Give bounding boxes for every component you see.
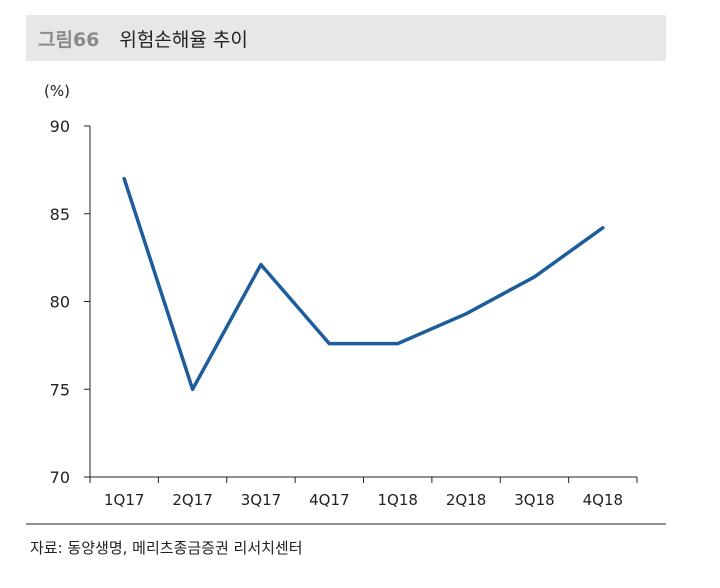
data-point xyxy=(327,342,331,346)
x-tick-label: 1Q18 xyxy=(377,491,417,509)
x-tick-label: 4Q18 xyxy=(583,491,623,509)
data-point xyxy=(601,226,605,230)
y-tick-label: 80 xyxy=(50,293,70,312)
x-tick-label: 4Q17 xyxy=(309,491,349,509)
figure-title: 위험손해율 추이 xyxy=(119,28,248,51)
figure-header: 그림66 위험손해율 추이 xyxy=(26,15,666,61)
x-tick-label: 3Q18 xyxy=(514,491,554,509)
x-tick-label: 1Q17 xyxy=(104,491,144,509)
y-tick-label: 70 xyxy=(50,468,70,487)
x-tick-label: 3Q17 xyxy=(241,491,281,509)
figure-label: 그림66 xyxy=(38,28,100,51)
data-point xyxy=(122,177,126,181)
data-point xyxy=(464,312,468,316)
y-tick-label: 90 xyxy=(50,117,70,136)
source-note: 자료: 동양생명, 메리츠종금증권 리서치센터 xyxy=(30,539,303,557)
data-point xyxy=(396,342,400,346)
series-line xyxy=(122,176,605,392)
y-tick-label: 75 xyxy=(50,380,70,399)
x-tick-label: 2Q17 xyxy=(172,491,212,509)
y-tick-label: 85 xyxy=(50,205,70,224)
x-tick-label: 2Q18 xyxy=(446,491,486,509)
data-point xyxy=(191,387,195,391)
y-axis-unit: (%) xyxy=(44,82,70,100)
data-point xyxy=(532,275,536,279)
data-point xyxy=(259,263,263,267)
